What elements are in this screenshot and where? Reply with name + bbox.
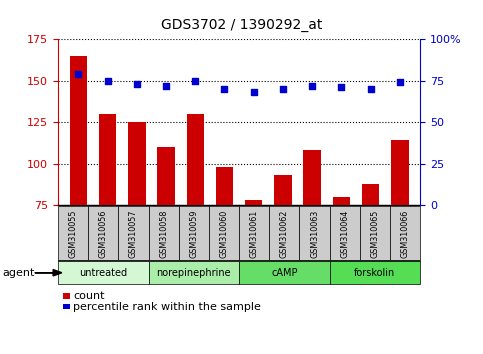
Text: GDS3702 / 1390292_at: GDS3702 / 1390292_at — [161, 18, 322, 32]
Text: GSM310064: GSM310064 — [340, 210, 349, 258]
Text: GSM310056: GSM310056 — [99, 210, 108, 258]
Bar — [157, 147, 175, 205]
Point — [74, 71, 82, 77]
Point — [221, 86, 228, 92]
Point — [279, 86, 287, 92]
Point — [104, 78, 112, 83]
Point — [133, 81, 141, 87]
Bar — [128, 122, 145, 205]
Text: count: count — [73, 291, 105, 301]
Text: norepinephrine: norepinephrine — [156, 268, 231, 278]
Text: GSM310055: GSM310055 — [69, 210, 78, 258]
Text: GSM310065: GSM310065 — [370, 210, 380, 258]
Point — [308, 83, 316, 88]
Point — [367, 86, 374, 92]
Bar — [362, 184, 379, 205]
Text: GSM310063: GSM310063 — [310, 210, 319, 258]
Bar — [70, 56, 87, 205]
Point — [338, 84, 345, 90]
Bar — [303, 150, 321, 205]
Point — [250, 89, 257, 95]
Text: agent: agent — [2, 268, 35, 278]
Text: GSM310058: GSM310058 — [159, 210, 168, 258]
Point — [396, 79, 404, 85]
Text: GSM310061: GSM310061 — [250, 210, 259, 258]
Text: forskolin: forskolin — [355, 268, 396, 278]
Bar — [245, 200, 262, 205]
Text: GSM310057: GSM310057 — [129, 210, 138, 258]
Bar — [333, 197, 350, 205]
Text: cAMP: cAMP — [271, 268, 298, 278]
Point — [162, 83, 170, 88]
Text: GSM310059: GSM310059 — [189, 210, 199, 258]
Text: percentile rank within the sample: percentile rank within the sample — [73, 302, 261, 312]
Bar — [186, 114, 204, 205]
Bar — [216, 167, 233, 205]
Text: GSM310066: GSM310066 — [400, 210, 410, 258]
Bar — [99, 114, 116, 205]
Bar — [391, 141, 409, 205]
Text: GSM310062: GSM310062 — [280, 210, 289, 258]
Point — [191, 78, 199, 83]
Bar — [274, 175, 292, 205]
Text: GSM310060: GSM310060 — [219, 210, 228, 258]
Text: untreated: untreated — [79, 268, 128, 278]
